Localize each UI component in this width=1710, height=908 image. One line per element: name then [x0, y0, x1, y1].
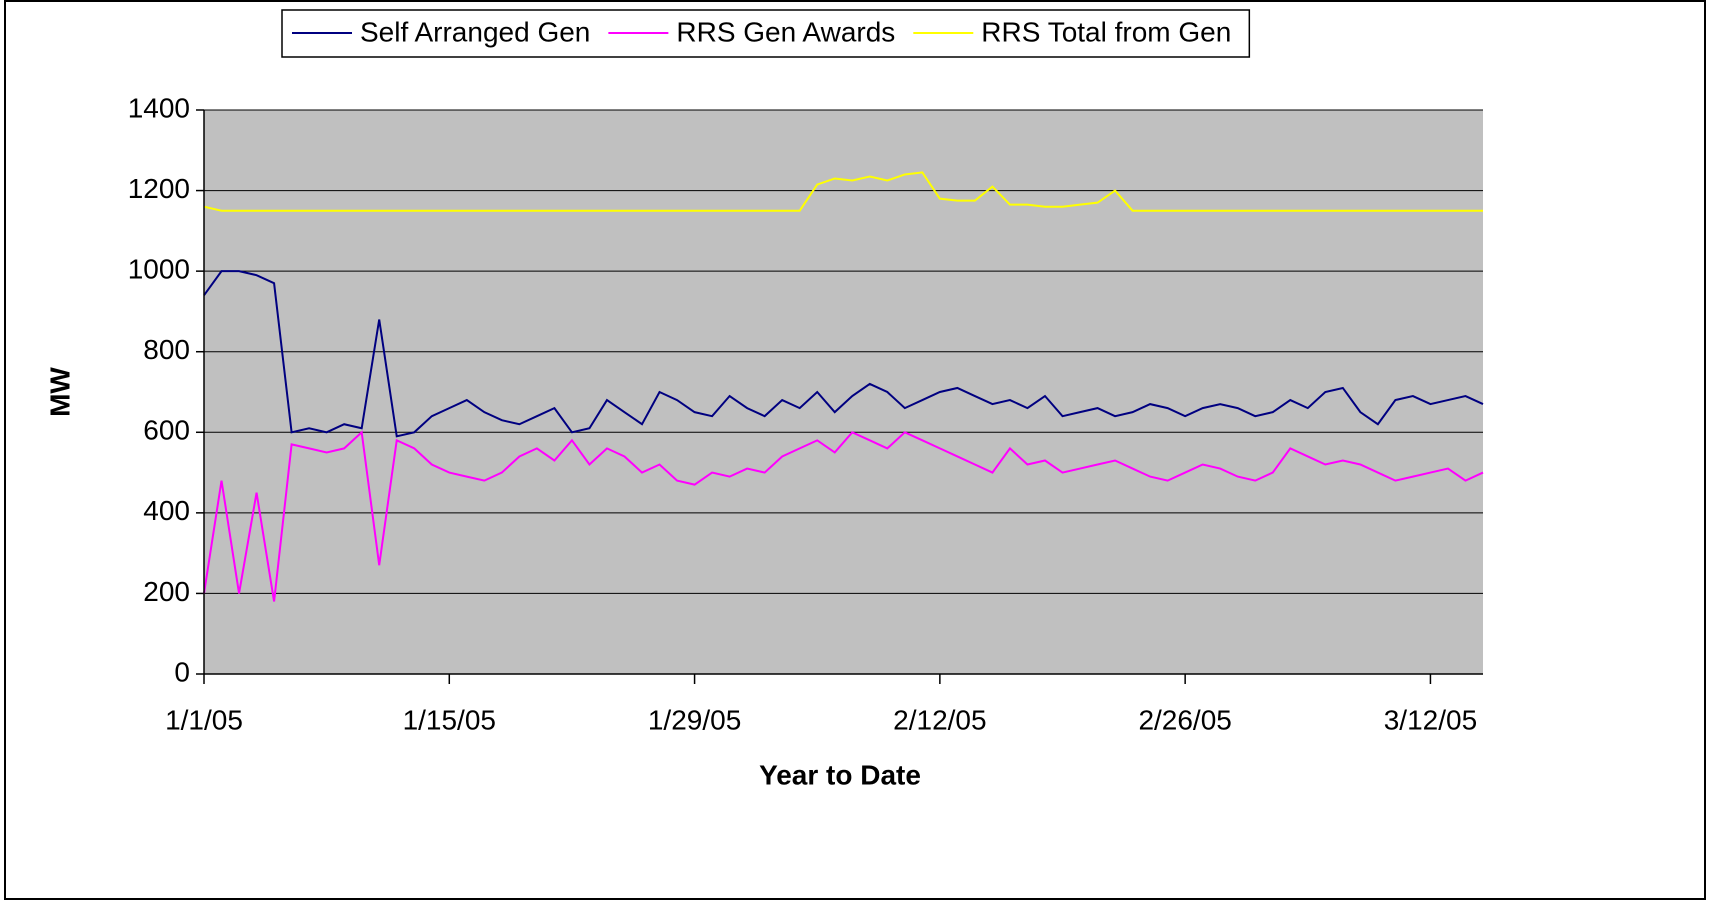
y-tick-label: 1400 [128, 92, 190, 123]
y-tick-label: 1200 [128, 173, 190, 204]
y-tick-label: 400 [143, 495, 190, 526]
x-tick-label: 1/1/05 [165, 704, 243, 735]
y-tick-label: 200 [143, 576, 190, 607]
series-line [203, 270, 1484, 438]
series-line [203, 430, 1484, 602]
y-axis-label: MW [44, 367, 75, 417]
series-line [203, 171, 1483, 212]
y-tick-label: 1000 [128, 254, 190, 285]
x-tick-label: 1/29/05 [648, 704, 741, 735]
legend-label: Self Arranged Gen [360, 16, 590, 47]
x-tick-label: 3/12/05 [1384, 704, 1477, 735]
y-tick-label: 800 [143, 334, 190, 365]
x-axis-label: Year to Date [759, 759, 921, 790]
x-tick-label: 2/12/05 [893, 704, 986, 735]
legend-box [281, 9, 1251, 58]
legend-label: RRS Total from Gen [981, 16, 1231, 47]
x-tick-label: 2/26/05 [1138, 704, 1231, 735]
legend-label: RRS Gen Awards [676, 16, 895, 47]
x-tick-label: 1/15/05 [403, 704, 496, 735]
y-tick-label: 0 [174, 656, 190, 687]
y-tick-label: 600 [143, 415, 190, 446]
plot-area [204, 110, 1483, 674]
